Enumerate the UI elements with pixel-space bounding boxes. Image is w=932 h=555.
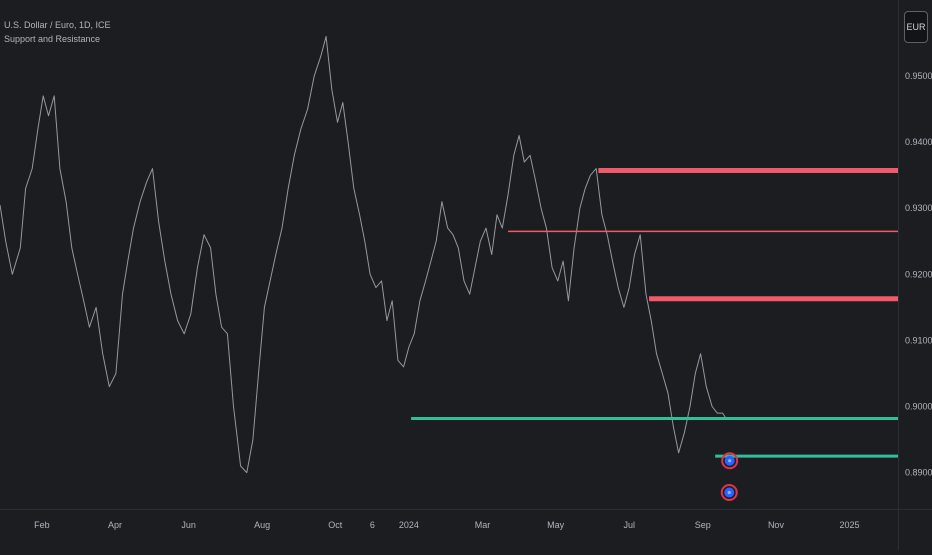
currency-button[interactable]: EUR xyxy=(904,11,928,43)
x-tick-label: Oct xyxy=(328,520,343,530)
x-tick-label: Apr xyxy=(108,520,122,530)
x-tick-label: May xyxy=(547,520,565,530)
x-tick-label: Jul xyxy=(623,520,635,530)
x-tick-label: Aug xyxy=(254,520,270,530)
x-tick-label: 6 xyxy=(370,520,375,530)
x-tick-label: Jun xyxy=(181,520,196,530)
x-tick-label: 2024 xyxy=(399,520,419,530)
y-tick-label: 0.9400 xyxy=(905,137,932,147)
x-tick-label: Feb xyxy=(34,520,50,530)
symbol-title: U.S. Dollar / Euro, 1D, ICE xyxy=(4,18,111,32)
y-tick-label: 0.9100 xyxy=(905,335,932,345)
y-tick-label: 0.8900 xyxy=(905,468,932,478)
x-tick-label: 2025 xyxy=(840,520,860,530)
x-tick-label: Mar xyxy=(475,520,491,530)
y-tick-label: 0.9200 xyxy=(905,269,932,279)
y-tick-label: 0.9300 xyxy=(905,203,932,213)
x-tick-label: Nov xyxy=(768,520,785,530)
y-tick-label: 0.9000 xyxy=(905,402,932,412)
indicator-title[interactable]: Support and Resistance xyxy=(4,32,111,46)
x-tick-label: Sep xyxy=(695,520,711,530)
chart-legend: U.S. Dollar / Euro, 1D, ICE Support and … xyxy=(4,18,111,46)
y-tick-label: 0.9500 xyxy=(905,71,932,81)
